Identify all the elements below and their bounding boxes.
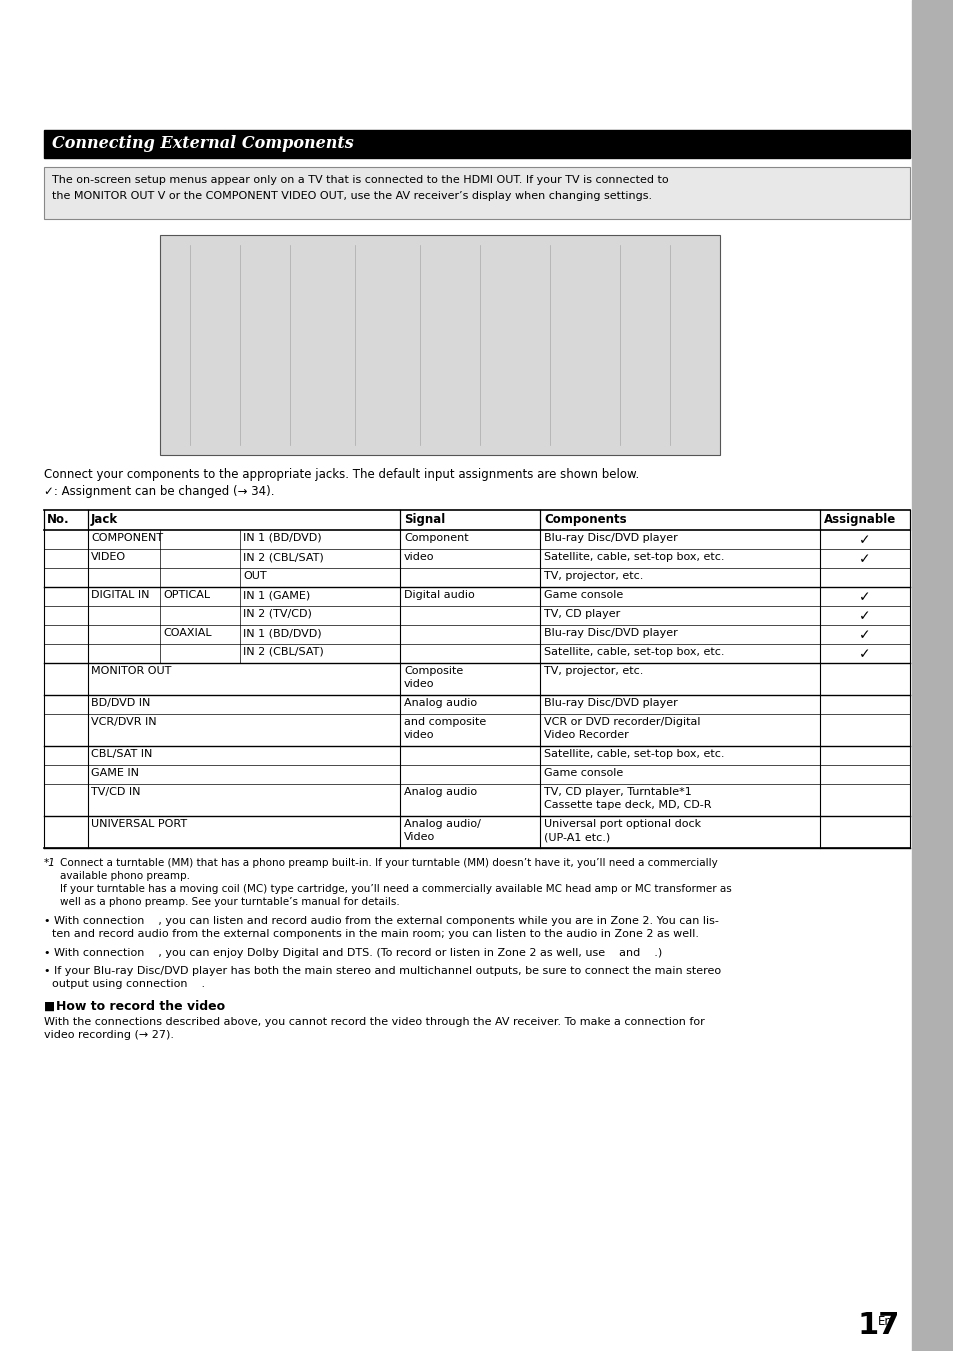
Text: and composite
video: and composite video [403, 717, 486, 740]
Text: MONITOR OUT: MONITOR OUT [91, 666, 172, 676]
Text: ✓: ✓ [859, 590, 870, 604]
Text: VCR/DVR IN: VCR/DVR IN [91, 717, 156, 727]
Text: Components: Components [543, 513, 626, 526]
Text: video recording (→ 27).: video recording (→ 27). [44, 1029, 173, 1040]
Text: No.: No. [47, 513, 70, 526]
Text: Universal port optional dock
(UP-A1 etc.): Universal port optional dock (UP-A1 etc.… [543, 819, 700, 842]
Bar [911, 0, 953, 1351]
Text: Connect your components to the appropriate jacks. The default input assignments : Connect your components to the appropria… [44, 467, 639, 481]
Text: IN 1 (GAME): IN 1 (GAME) [243, 590, 310, 600]
Text: VIDEO: VIDEO [91, 553, 126, 562]
Text: • With connection    , you can listen and record audio from the external compone: • With connection , you can listen and r… [44, 916, 719, 925]
Text: Signal: Signal [403, 513, 445, 526]
Text: TV, projector, etc.: TV, projector, etc. [543, 571, 642, 581]
Text: ✓: ✓ [859, 609, 870, 623]
Text: CBL/SAT IN: CBL/SAT IN [91, 748, 152, 759]
Text: OPTICAL: OPTICAL [163, 590, 210, 600]
Text: • If your Blu-ray Disc/DVD player has both the main stereo and multichannel outp: • If your Blu-ray Disc/DVD player has bo… [44, 966, 720, 975]
Text: ten and record audio from the external components in the main room; you can list: ten and record audio from the external c… [52, 929, 699, 939]
Text: COMPONENT: COMPONENT [91, 534, 163, 543]
Text: Satellite, cable, set-top box, etc.: Satellite, cable, set-top box, etc. [543, 647, 723, 657]
Text: Connect a turntable (MM) that has a phono preamp built-in. If your turntable (MM: Connect a turntable (MM) that has a phon… [60, 858, 717, 867]
Text: ✓: ✓ [859, 534, 870, 547]
Text: Connecting External Components: Connecting External Components [52, 135, 354, 153]
Text: IN 1 (BD/DVD): IN 1 (BD/DVD) [243, 534, 321, 543]
Text: VCR or DVD recorder/Digital
Video Recorder: VCR or DVD recorder/Digital Video Record… [543, 717, 700, 740]
Text: available phono preamp.: available phono preamp. [60, 871, 190, 881]
Text: ✓: Assignment can be changed (→ 34).: ✓: Assignment can be changed (→ 34). [44, 485, 274, 499]
Text: well as a phono preamp. See your turntable’s manual for details.: well as a phono preamp. See your turntab… [60, 897, 399, 907]
Text: • With connection    , you can enjoy Dolby Digital and DTS. (To record or listen: • With connection , you can enjoy Dolby … [44, 948, 661, 958]
Text: IN 2 (CBL/SAT): IN 2 (CBL/SAT) [243, 553, 323, 562]
Text: Composite
video: Composite video [403, 666, 463, 689]
Text: IN 2 (CBL/SAT): IN 2 (CBL/SAT) [243, 647, 323, 657]
Text: Blu-ray Disc/DVD player: Blu-ray Disc/DVD player [543, 628, 677, 638]
Text: GAME IN: GAME IN [91, 767, 139, 778]
Text: video: video [403, 553, 434, 562]
Text: UNIVERSAL PORT: UNIVERSAL PORT [91, 819, 187, 830]
Text: output using connection    .: output using connection . [52, 979, 205, 989]
Text: TV, CD player, Turntable*1
Cassette tape deck, MD, CD-R: TV, CD player, Turntable*1 Cassette tape… [543, 788, 711, 811]
Text: How to record the video: How to record the video [56, 1000, 225, 1013]
Text: Assignable: Assignable [823, 513, 895, 526]
Text: DIGITAL IN: DIGITAL IN [91, 590, 150, 600]
Text: *1: *1 [44, 858, 56, 867]
Text: COAXIAL: COAXIAL [163, 628, 212, 638]
Text: IN 1 (BD/DVD): IN 1 (BD/DVD) [243, 628, 321, 638]
Text: If your turntable has a moving coil (MC) type cartridge, you’ll need a commercia: If your turntable has a moving coil (MC)… [60, 884, 731, 894]
Text: TV, CD player: TV, CD player [543, 609, 619, 619]
Text: Blu-ray Disc/DVD player: Blu-ray Disc/DVD player [543, 534, 677, 543]
Bar [44, 130, 909, 158]
Text: ■: ■ [44, 1000, 55, 1013]
Text: ✓: ✓ [859, 553, 870, 566]
Text: Component: Component [403, 534, 468, 543]
Bar [160, 235, 720, 455]
Text: Satellite, cable, set-top box, etc.: Satellite, cable, set-top box, etc. [543, 748, 723, 759]
Text: Analog audio: Analog audio [403, 698, 476, 708]
Text: the MONITOR OUT V or the COMPONENT VIDEO OUT, use the AV receiver’s display when: the MONITOR OUT V or the COMPONENT VIDEO… [52, 190, 652, 201]
Text: Jack: Jack [91, 513, 118, 526]
Text: OUT: OUT [243, 571, 266, 581]
Text: TV, projector, etc.: TV, projector, etc. [543, 666, 642, 676]
Text: Game console: Game console [543, 590, 622, 600]
Text: Analog audio/
Video: Analog audio/ Video [403, 819, 480, 842]
Text: En: En [877, 1315, 892, 1328]
Text: 17: 17 [857, 1310, 899, 1340]
Text: IN 2 (TV/CD): IN 2 (TV/CD) [243, 609, 312, 619]
Text: Blu-ray Disc/DVD player: Blu-ray Disc/DVD player [543, 698, 677, 708]
Text: With the connections described above, you cannot record the video through the AV: With the connections described above, yo… [44, 1017, 704, 1027]
Bar [44, 168, 909, 219]
Text: Digital audio: Digital audio [403, 590, 475, 600]
Text: Game console: Game console [543, 767, 622, 778]
Text: ✓: ✓ [859, 647, 870, 661]
Text: Analog audio: Analog audio [403, 788, 476, 797]
Text: BD/DVD IN: BD/DVD IN [91, 698, 151, 708]
Text: Satellite, cable, set-top box, etc.: Satellite, cable, set-top box, etc. [543, 553, 723, 562]
Text: The on-screen setup menus appear only on a TV that is connected to the HDMI OUT.: The on-screen setup menus appear only on… [52, 176, 668, 185]
Text: ✓: ✓ [859, 628, 870, 642]
Text: TV/CD IN: TV/CD IN [91, 788, 140, 797]
